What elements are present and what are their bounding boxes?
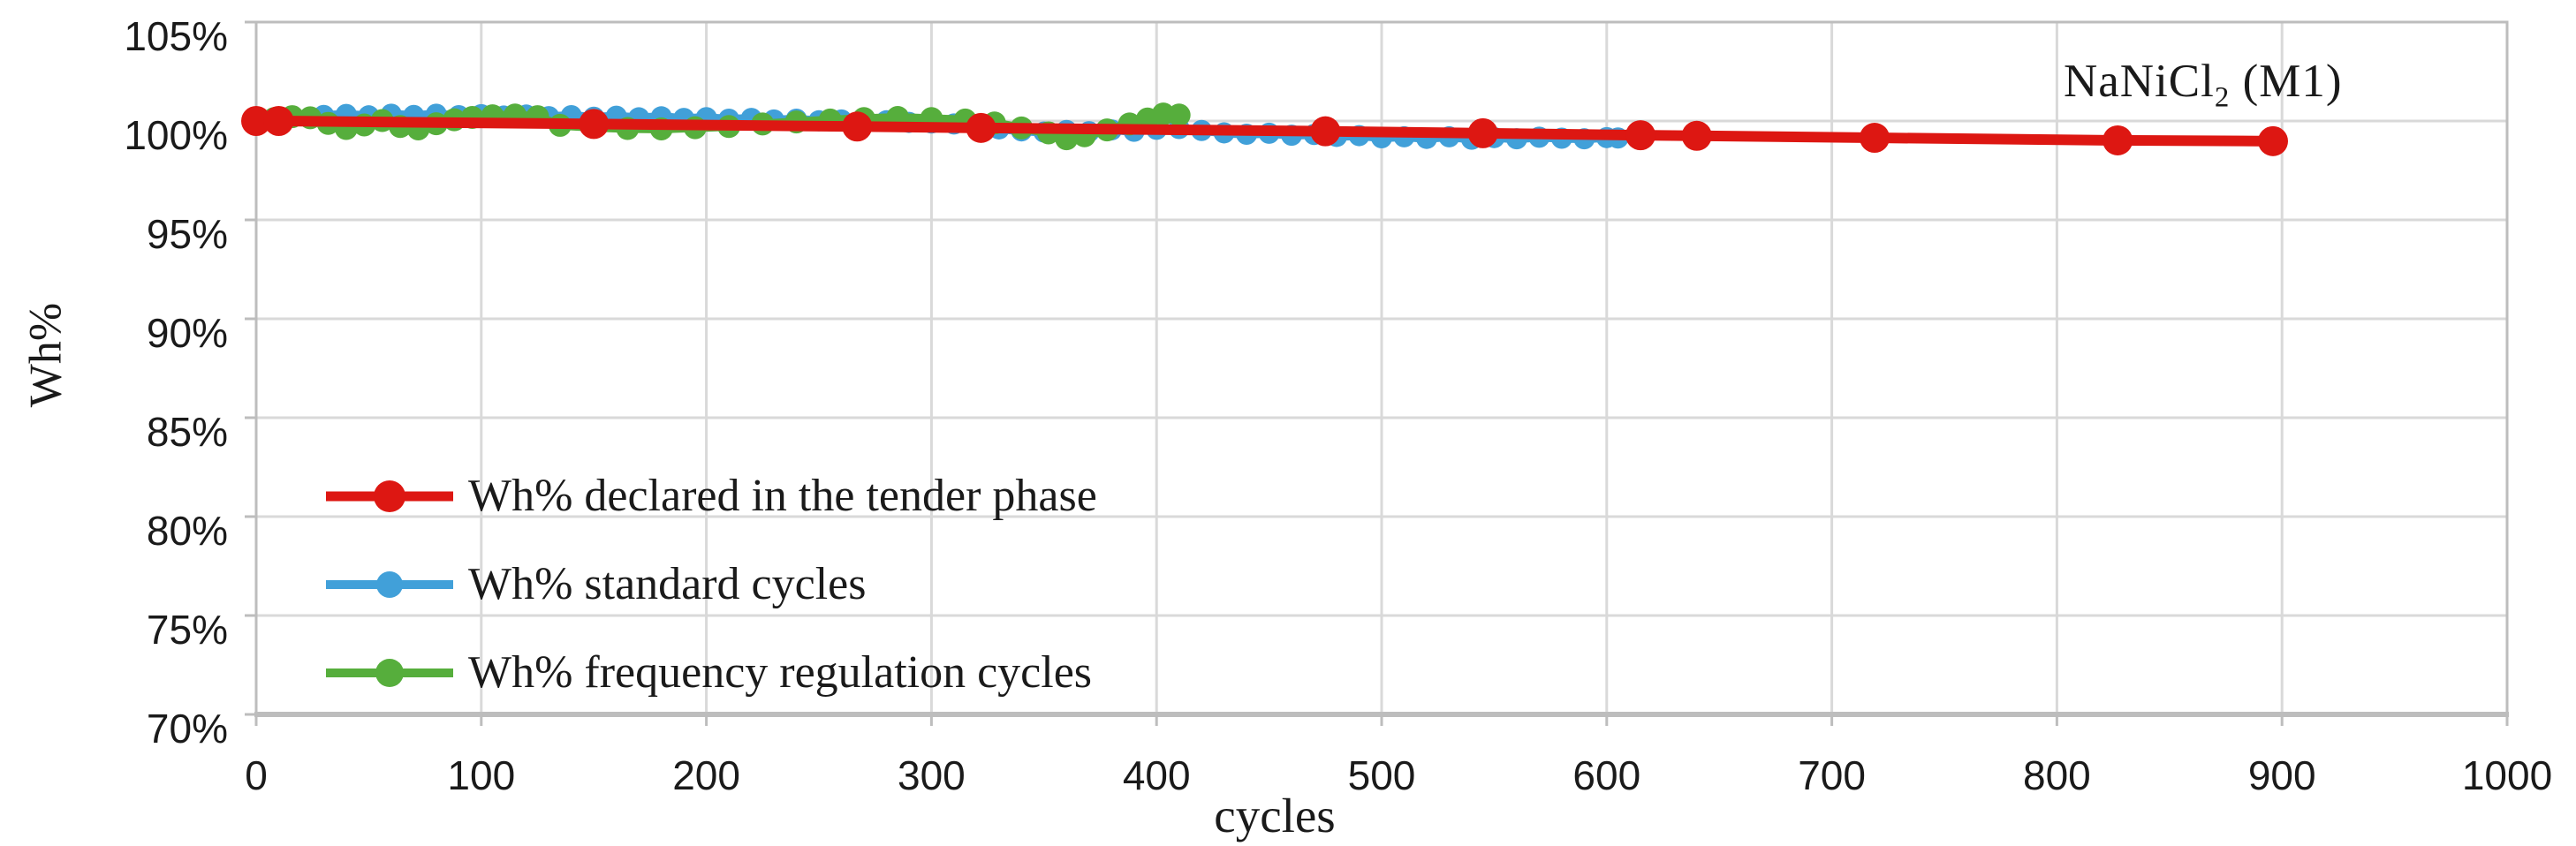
data-point <box>842 111 873 142</box>
data-point <box>241 106 271 136</box>
x-tick-label: 300 <box>898 752 966 798</box>
x-tick-label: 400 <box>1123 752 1191 798</box>
x-tick-label: 600 <box>1572 752 1640 798</box>
data-point <box>1860 123 1890 154</box>
legend-item: Wh% declared in the tender phase <box>323 452 1097 540</box>
data-point <box>2102 125 2133 155</box>
x-tick-labels: 0 100 200 300 400 500 600 700 800 900 1000 <box>245 752 2552 798</box>
y-tick-label: 95% <box>147 211 228 257</box>
data-point <box>966 112 996 143</box>
data-point <box>1625 120 1656 151</box>
x-tick-label: 700 <box>1798 752 1866 798</box>
x-tick-label: 1000 <box>2462 752 2552 798</box>
data-point <box>263 106 294 136</box>
legend-item: Wh% frequency regulation cycles <box>323 629 1097 717</box>
annotation-suffix: (M1) <box>2230 56 2343 107</box>
data-point <box>2258 125 2289 156</box>
data-point <box>1167 103 1191 127</box>
x-tick-label: 500 <box>1348 752 1416 798</box>
y-tick-labels: 105% 100% 95% 90% 85% 80% 75% 70% <box>124 13 228 752</box>
y-tick-label: 70% <box>147 706 228 752</box>
legend-label: Wh% frequency regulation cycles <box>468 647 1093 698</box>
x-tick-label: 800 <box>2023 752 2091 798</box>
x-tick-label: 100 <box>447 752 515 798</box>
legend-label: Wh% standard cycles <box>468 559 867 609</box>
data-point <box>1467 117 1498 148</box>
legend-marker-icon <box>326 480 453 512</box>
legend-item: Wh% standard cycles <box>323 540 1097 629</box>
chart-annotation: NaNiCl2 (M1) <box>2064 55 2343 115</box>
series-declared <box>241 106 2289 156</box>
y-axis-title: Wh% <box>20 302 72 408</box>
data-point <box>1310 116 1341 147</box>
x-axis-title: cycles <box>1214 789 1336 842</box>
legend: Wh% declared in the tender phase Wh% sta… <box>323 452 1097 717</box>
x-tick-label: 900 <box>2248 752 2316 798</box>
annotation-formula: NaNiCl <box>2064 56 2215 107</box>
data-point <box>579 109 610 140</box>
x-tick-label: 0 <box>245 752 268 798</box>
x-tick-label: 200 <box>672 752 740 798</box>
legend-marker-icon <box>326 659 453 687</box>
y-tick-label: 105% <box>124 13 228 59</box>
data-point <box>1681 120 1712 151</box>
y-tick-label: 100% <box>124 112 228 158</box>
y-tick-label: 90% <box>147 310 228 356</box>
legend-marker-icon <box>326 571 453 598</box>
y-tick-label: 85% <box>147 409 228 455</box>
y-tick-label: 80% <box>147 508 228 554</box>
legend-label: Wh% declared in the tender phase <box>468 471 1097 521</box>
annotation-subscript: 2 <box>2214 81 2231 114</box>
y-tick-label: 75% <box>147 607 228 653</box>
